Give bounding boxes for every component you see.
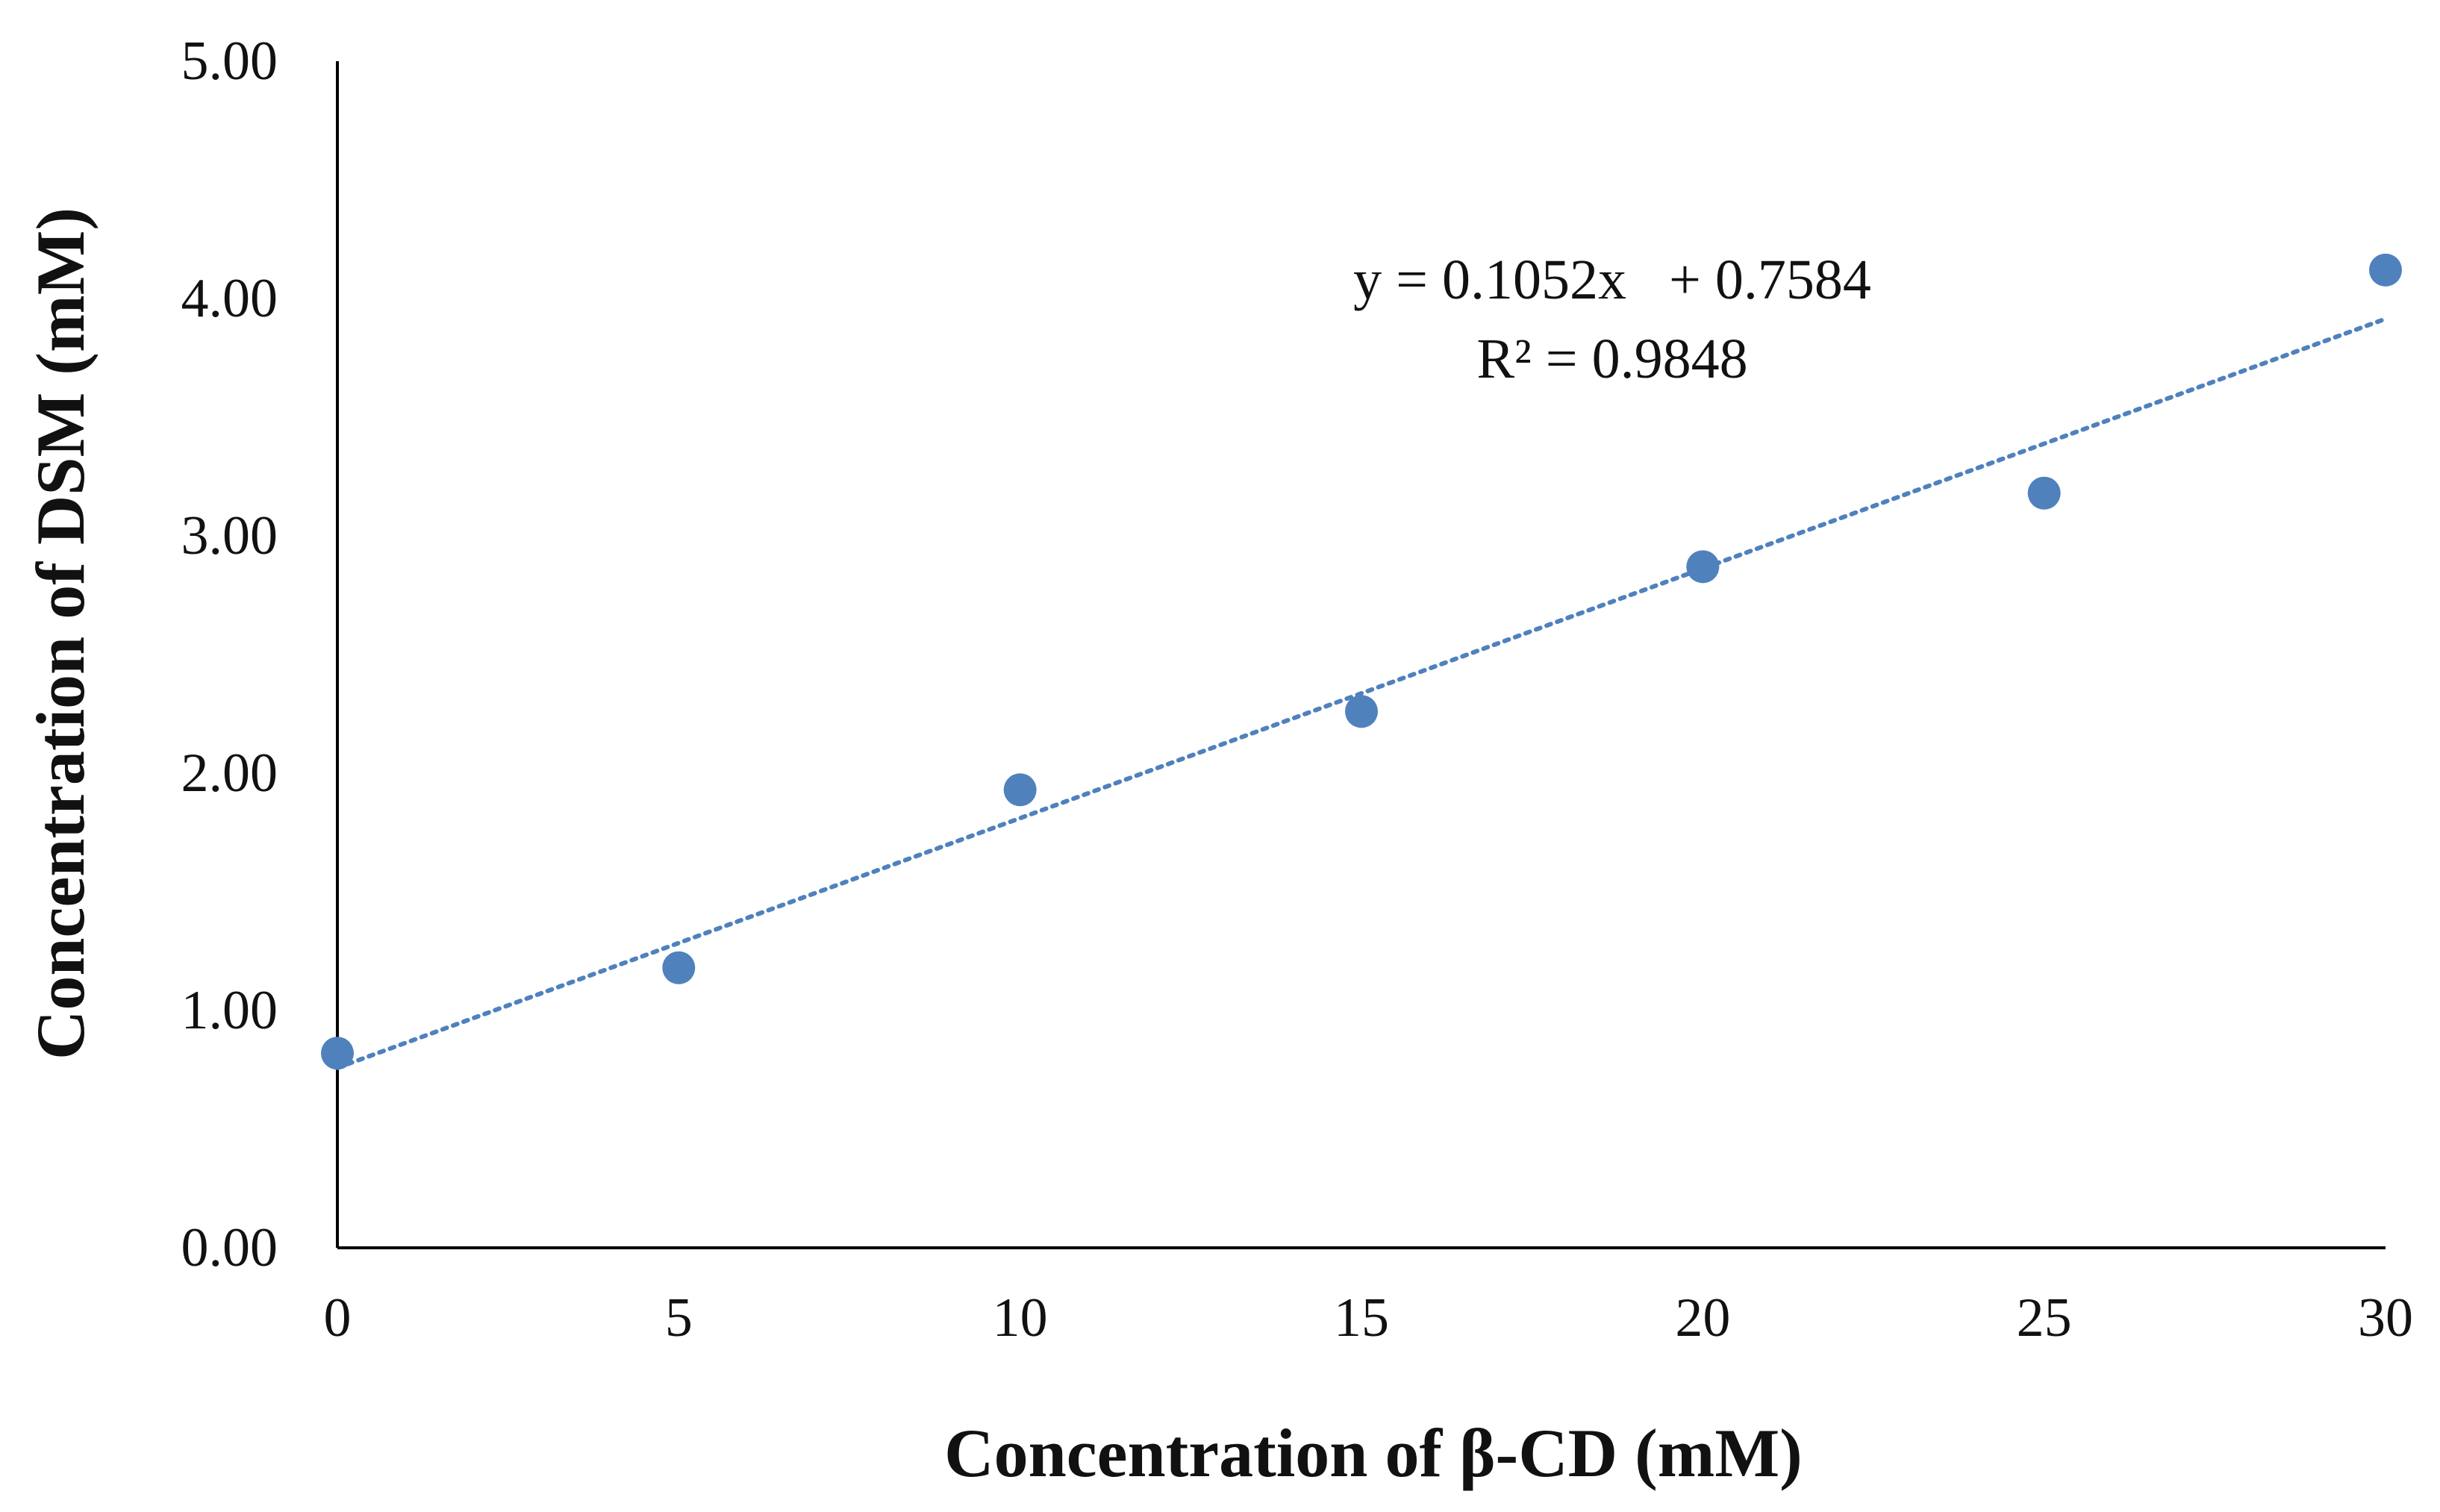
data-point xyxy=(1345,695,1378,728)
y-axis-title: Concentration of DSM (mM) xyxy=(22,207,99,1060)
data-points xyxy=(321,253,2402,1070)
x-tick-label: 30 xyxy=(2358,1287,2413,1349)
x-tick-label: 10 xyxy=(993,1287,1048,1349)
data-point xyxy=(2369,253,2402,287)
y-tick-label: 1.00 xyxy=(181,980,278,1041)
data-point xyxy=(1003,773,1037,807)
x-tick-labels: 0 5 10 15 20 25 30 xyxy=(324,1287,2414,1349)
trendline-equation: y = 0.1052x + 0.7584 xyxy=(1353,249,1871,311)
data-point xyxy=(321,1037,354,1070)
data-point xyxy=(2027,476,2061,510)
x-tick-label: 0 xyxy=(324,1287,352,1349)
trendline xyxy=(335,316,2388,1070)
x-axis-title: Concentration of β-CD (mM) xyxy=(944,1415,1803,1491)
x-tick-label: 5 xyxy=(665,1287,693,1349)
y-tick-label: 3.00 xyxy=(181,505,278,566)
x-tick-label: 15 xyxy=(1334,1287,1389,1349)
y-tick-label: 0.00 xyxy=(181,1217,278,1278)
x-tick-label: 25 xyxy=(2017,1287,2072,1349)
r-squared-label: R² = 0.9848 xyxy=(1476,328,1747,390)
y-tick-label: 4.00 xyxy=(181,268,278,329)
x-tick-label: 20 xyxy=(1675,1287,1730,1349)
y-tick-label: 2.00 xyxy=(181,743,278,804)
y-tick-label: 5.00 xyxy=(181,31,278,92)
data-point xyxy=(1686,550,1720,584)
data-point xyxy=(662,951,696,984)
y-tick-labels: 0.00 1.00 2.00 3.00 4.00 5.00 xyxy=(181,31,278,1278)
